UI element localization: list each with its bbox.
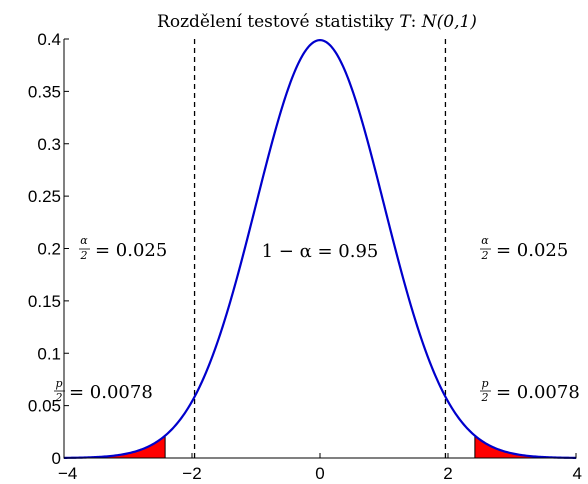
chart-title: Rozdělení testové statistiky T: N(0,1) (157, 12, 477, 32)
y-tick-label-4: 0.2 (37, 240, 61, 259)
right-alpha-den: 2 (481, 249, 489, 262)
x-tick-label-3: 2 (443, 464, 452, 483)
x-tick-label-2: 0 (315, 464, 324, 483)
density-curve (63, 39, 577, 459)
right-p-value: = 0.0078 (496, 382, 580, 403)
y-tick-label-2: 0.1 (37, 344, 61, 363)
chart-title-var: T (399, 12, 412, 32)
chart-title-text: Rozdělení testové statistiky (157, 12, 394, 32)
x-tick-label-0: −4 (58, 464, 77, 483)
y-tick-label-3: 0.15 (28, 292, 61, 311)
left-p-den: 2 (55, 391, 63, 404)
y-tick-label-0: 0 (52, 449, 61, 468)
left-alpha-num: α (80, 234, 88, 247)
right-p-num: p (481, 377, 488, 390)
annotation-right-alpha: α 2 = 0.025 (480, 234, 568, 262)
annotation-right-p: p 2 = 0.0078 (480, 377, 580, 404)
right-alpha-num: α (481, 234, 489, 247)
x-tick-label-1: −2 (182, 464, 201, 483)
y-tick-label-1: 0.05 (28, 397, 61, 416)
annotation-left-alpha: α 2 = 0.025 (79, 234, 167, 262)
left-p-value: = 0.0078 (69, 382, 153, 403)
y-tick-label-6: 0.3 (37, 135, 61, 154)
left-p-num: p (55, 377, 62, 390)
y-tick-label-7: 0.35 (28, 82, 61, 101)
right-p-den: 2 (481, 391, 489, 404)
annotation-center: 1 − α = 0.95 (262, 241, 379, 262)
annotation-left-p: p 2 = 0.0078 (54, 377, 153, 404)
left-alpha-value: = 0.025 (95, 240, 167, 261)
y-tick-label-8: 0.4 (37, 30, 61, 49)
chart-title-dist: N(0,1) (421, 12, 477, 32)
left-alpha-den: 2 (80, 249, 88, 262)
x-tick-label-4: 4 (573, 464, 582, 483)
y-tick-label-5: 0.25 (28, 187, 61, 206)
plot-area: 0 0.05 0.1 0.15 0.2 0.25 0.3 0.35 0.4 −4 −2 0 2 4 (28, 30, 582, 483)
right-alpha-value: = 0.025 (496, 240, 568, 261)
chart-title-sep: : (411, 12, 417, 32)
